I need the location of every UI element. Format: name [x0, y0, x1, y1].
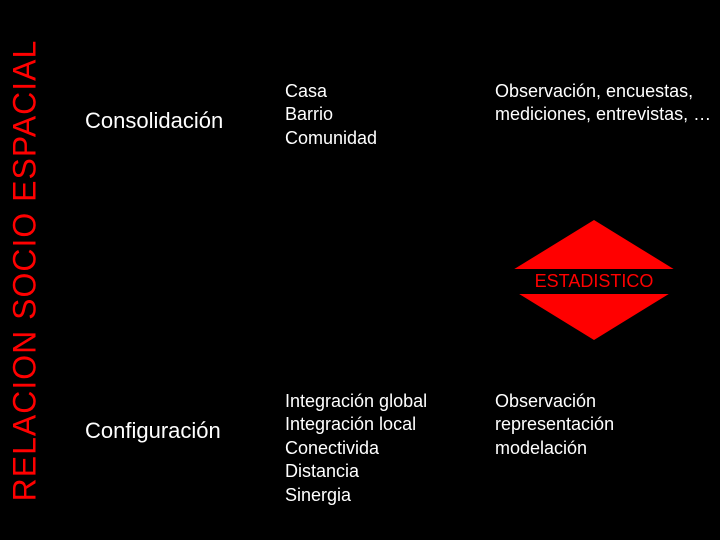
- col-heading-top: Consolidación: [55, 80, 265, 150]
- col-scales-top: Casa Barrio Comunidad: [265, 80, 485, 150]
- arrow-label: ESTADISTICO: [503, 269, 685, 294]
- col-methods-top: Observación, encuestas, mediciones, entr…: [485, 80, 720, 150]
- heading-consolidacion: Consolidación: [85, 108, 265, 134]
- methods-top: Observación, encuestas, mediciones, entr…: [495, 80, 720, 127]
- col-methods-bottom: Observación representación modelación: [485, 390, 720, 507]
- content-area: Consolidación Casa Barrio Comunidad Obse…: [55, 0, 720, 540]
- heading-configuracion: Configuración: [85, 418, 265, 444]
- methods-bottom: Observación representación modelación: [495, 390, 720, 460]
- row-consolidacion: Consolidación Casa Barrio Comunidad Obse…: [55, 80, 720, 150]
- row-configuracion: Configuración Integración global Integra…: [55, 390, 720, 507]
- vertical-title: RELACION SOCIO ESPACIAL: [7, 39, 44, 501]
- bidirectional-arrow: ESTADISTICO: [503, 220, 685, 340]
- scales-bottom: Integración global Integración local Con…: [285, 390, 485, 507]
- arrow-up-icon: [503, 220, 685, 276]
- col-heading-bottom: Configuración: [55, 390, 265, 507]
- col-scales-bottom: Integración global Integración local Con…: [265, 390, 485, 507]
- vertical-title-container: RELACION SOCIO ESPACIAL: [0, 0, 50, 540]
- scales-top: Casa Barrio Comunidad: [285, 80, 485, 150]
